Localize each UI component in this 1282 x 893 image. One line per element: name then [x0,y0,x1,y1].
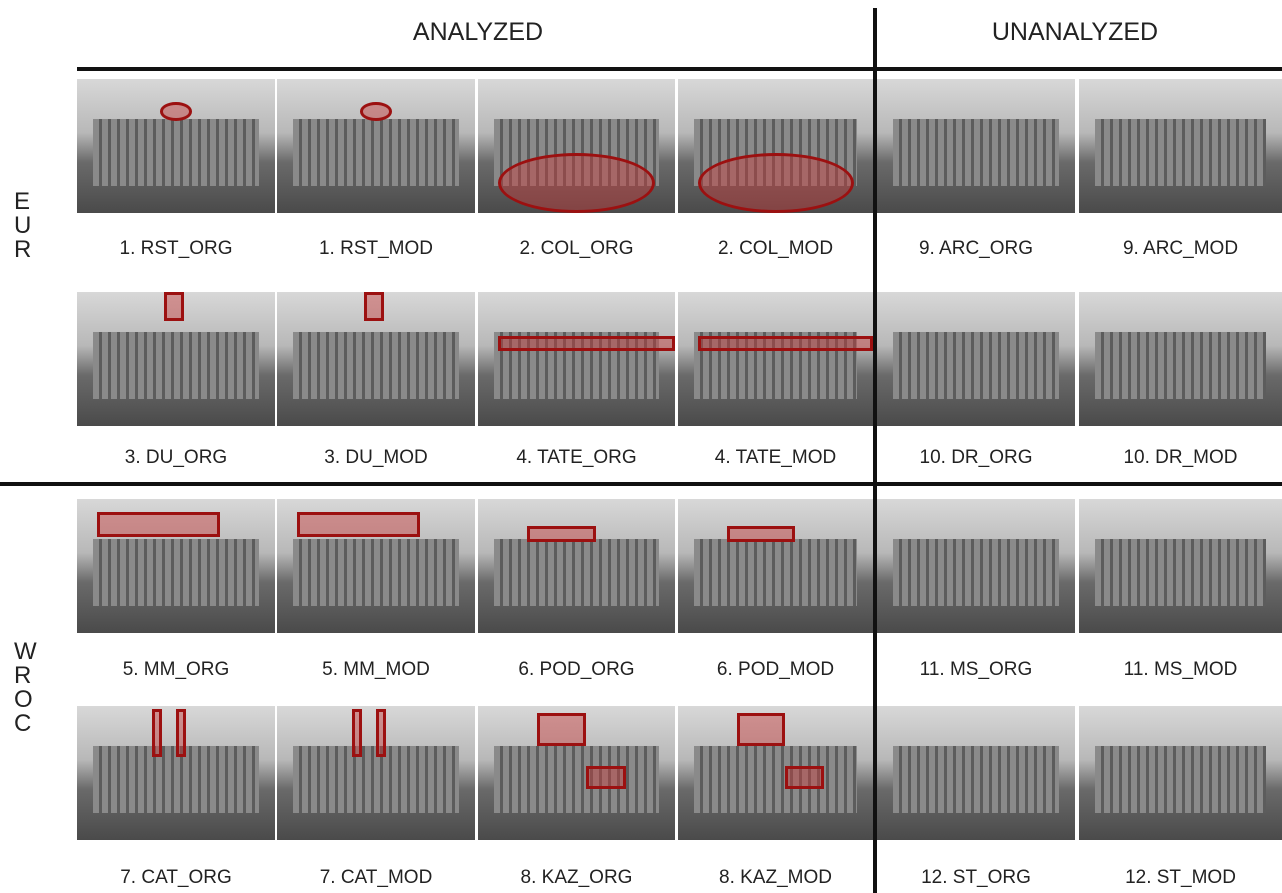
photo [277,292,475,426]
highlight [360,101,392,121]
photo [277,79,475,213]
header-analyzed: ANALYZED [412,18,544,46]
highlight [726,525,795,542]
building [493,332,660,400]
building [92,119,260,187]
caption: 4. TATE_ORG [516,447,637,468]
caption: 2. COL_ORG [519,238,634,259]
caption: 3. DU_MOD [324,447,428,468]
caption: 1. RST_ORG [119,238,233,259]
building [493,539,660,607]
row-label: WROC [14,638,37,737]
photo [478,79,675,213]
photo [277,499,475,633]
caption: 10. DR_ORG [919,447,1033,468]
row-label: EUR [14,188,32,263]
photo [877,292,1075,426]
building [892,746,1060,814]
building [92,539,260,607]
caption: 8. KAZ_MOD [719,867,832,888]
photo [1079,79,1282,213]
photo [877,706,1075,840]
caption: 3. DU_ORG [124,447,228,468]
caption: 6. POD_ORG [518,659,635,680]
highlight [697,152,854,213]
photo [877,499,1075,633]
photo [77,79,275,213]
highlight [176,708,186,757]
highlight [364,292,384,322]
caption: 11. MS_ORG [919,659,1033,680]
highlight [296,512,420,537]
caption: 11. MS_MOD [1123,659,1238,680]
photo [478,292,675,426]
photo [1079,706,1282,840]
highlight [497,152,656,213]
building [92,746,260,814]
column-rule [873,8,877,893]
caption: 7. CAT_ORG [120,867,232,888]
highlight [352,708,363,757]
building [1095,539,1266,607]
building [292,539,460,607]
caption: 5. MM_MOD [322,659,430,680]
photo [678,79,873,213]
building [1095,119,1266,187]
building [1095,746,1266,814]
highlight [497,336,675,351]
highlight [537,712,587,747]
building [493,746,660,814]
building [92,332,260,400]
caption: 5. MM_ORG [122,659,230,680]
photo [678,706,873,840]
caption: 9. ARC_ORG [918,238,1034,259]
building [1095,332,1266,400]
building [292,332,460,400]
caption: 8. KAZ_ORG [520,867,633,888]
photo [77,499,275,633]
highlight [152,708,163,757]
photo [1079,292,1282,426]
highlight [164,292,184,322]
caption: 7. CAT_MOD [319,867,433,888]
group-rule [0,482,1282,486]
building [693,539,858,607]
highlight [785,766,825,790]
caption: 12. ST_ORG [921,867,1031,888]
photo [478,706,675,840]
photo [678,499,873,633]
highlight [697,336,873,351]
photo [1079,499,1282,633]
highlight [527,525,597,542]
caption: 2. COL_MOD [717,238,834,259]
photo [77,706,275,840]
caption: 1. RST_MOD [318,238,434,259]
header-unanalyzed: UNANALYZED [991,18,1159,46]
highlight [96,512,220,537]
highlight [736,712,786,747]
building [292,746,460,814]
building [892,332,1060,400]
caption: 10. DR_MOD [1123,447,1238,468]
building [693,332,858,400]
photo [277,706,475,840]
building [892,539,1060,607]
caption: 9. ARC_MOD [1122,238,1239,259]
building [892,119,1060,187]
photo [77,292,275,426]
photo [678,292,873,426]
caption: 6. POD_MOD [716,659,835,680]
building [693,746,858,814]
highlight [586,766,626,790]
highlight [160,101,192,121]
photo [877,79,1075,213]
photo [478,499,675,633]
caption: 12. ST_MOD [1125,867,1236,888]
highlight [376,708,386,757]
caption: 4. TATE_MOD [714,447,837,468]
header-rule [77,67,1282,71]
building [292,119,460,187]
